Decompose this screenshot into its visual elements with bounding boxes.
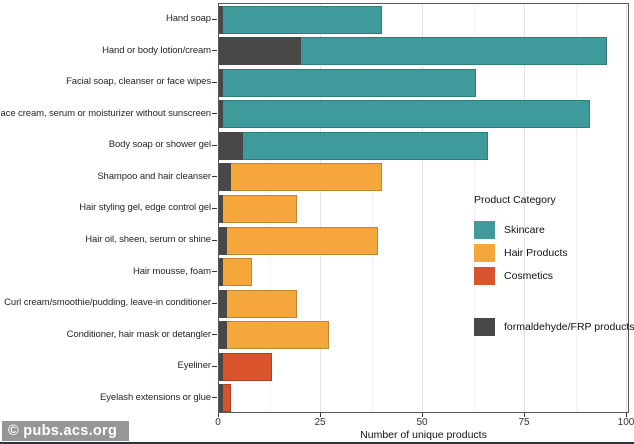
major-gridline <box>524 4 525 412</box>
y-axis-label: Hair styling gel, edge control gel <box>79 202 211 214</box>
y-tick-mark <box>212 50 217 52</box>
plot-panel <box>218 3 629 413</box>
y-axis-label: Facial soap, cleanser or face wipes <box>66 76 211 88</box>
y-axis-label: Face cream, serum or moisturizer without… <box>0 107 211 119</box>
y-axis-label: Hair oil, sheen, serum or shine <box>85 234 211 246</box>
minor-gridline <box>372 4 373 412</box>
y-axis-label: Eyeliner <box>177 360 211 372</box>
y-tick-mark <box>212 397 217 399</box>
x-axis-title: Number of unique products <box>360 429 487 441</box>
bottom-strip <box>0 442 634 444</box>
bar <box>219 37 607 66</box>
x-tick-mark <box>422 413 423 417</box>
frp-segment <box>219 289 228 318</box>
legend-item: Cosmetics <box>474 264 634 287</box>
x-tick-mark <box>320 413 321 417</box>
bar <box>219 226 379 255</box>
y-tick-mark <box>212 81 217 83</box>
x-tick-mark <box>626 413 627 417</box>
y-axis-label: Hair mousse, foam <box>132 265 211 277</box>
bar <box>219 163 383 192</box>
bar <box>219 68 477 97</box>
legend-label: Skincare <box>504 223 545 236</box>
frp-segment <box>219 384 224 413</box>
legend-item-frp: formaldehyde/FRP products <box>474 315 634 338</box>
legend-item: Hair Products <box>474 241 634 264</box>
frp-swatch-icon <box>474 317 495 336</box>
y-tick-mark <box>212 302 217 304</box>
y-axis-label: Hand or body lotion/cream <box>102 44 211 56</box>
x-tick-label: 25 <box>314 417 326 428</box>
legend: Product Category Skincare Hair Products Co… <box>474 194 634 338</box>
frp-segment <box>219 226 228 255</box>
bar <box>219 289 297 318</box>
y-axis-label: Curl cream/smoothie/pudding, leave-in co… <box>4 297 211 309</box>
x-tick-label: 0 <box>215 417 221 428</box>
bar <box>219 321 330 350</box>
x-tick-mark <box>218 413 219 417</box>
bar <box>219 5 383 34</box>
x-tick-label: 100 <box>617 417 634 428</box>
y-axis-label: Body soap or shower gel <box>108 139 211 151</box>
legend-title: Product Category <box>474 194 556 206</box>
frp-segment <box>219 37 301 66</box>
legend-label: formaldehyde/FRP products <box>504 320 634 333</box>
frp-segment <box>219 131 244 160</box>
frp-segment <box>219 352 224 381</box>
legend-item: Skincare <box>474 218 634 241</box>
minor-gridline <box>576 4 577 412</box>
y-axis-label: Conditioner, hair mask or detangler <box>66 328 211 340</box>
bar <box>219 100 591 129</box>
x-tick-mark <box>524 413 525 417</box>
y-axis-label: Hand soap <box>165 13 211 25</box>
y-tick-mark <box>212 144 217 146</box>
y-tick-mark <box>212 365 217 367</box>
major-gridline <box>320 4 321 412</box>
frp-segment <box>219 100 224 129</box>
legend-label: Cosmetics <box>504 269 554 282</box>
frp-segment <box>219 258 224 287</box>
major-gridline <box>626 4 627 412</box>
y-tick-mark <box>212 113 217 115</box>
bar <box>219 195 297 223</box>
watermark: © pubs.acs.org <box>2 421 130 441</box>
legend-swatch-icon <box>474 243 495 262</box>
y-axis-labels: Hand soap Hand or body lotion/cream Facial… <box>0 3 211 413</box>
frp-segment <box>219 5 224 34</box>
bar <box>219 258 252 287</box>
frp-segment <box>219 321 228 350</box>
legend-label: Hair Products <box>504 246 568 259</box>
legend-swatch-icon <box>474 220 495 239</box>
y-axis-label: Shampoo and hair cleanser <box>97 170 211 182</box>
bar <box>219 131 489 160</box>
y-tick-mark <box>212 239 217 241</box>
x-tick-label: 50 <box>416 417 428 428</box>
legend-items: Skincare Hair Products Cosmetics <box>474 218 634 287</box>
frp-segment <box>219 195 224 223</box>
bar <box>219 352 273 381</box>
bar <box>219 384 232 413</box>
y-tick-mark <box>212 18 217 20</box>
major-gridline <box>422 4 423 412</box>
y-axis-label: Eyelash extensions or glue <box>100 391 211 403</box>
y-tick-mark <box>212 334 217 336</box>
legend-swatch-icon <box>474 266 495 285</box>
frp-segment <box>219 163 232 192</box>
y-tick-mark <box>212 271 217 273</box>
frp-segment <box>219 68 224 97</box>
minor-gridline <box>474 4 475 412</box>
y-tick-mark <box>212 208 217 209</box>
x-tick-label: 75 <box>518 417 530 428</box>
y-tick-mark <box>212 176 217 178</box>
